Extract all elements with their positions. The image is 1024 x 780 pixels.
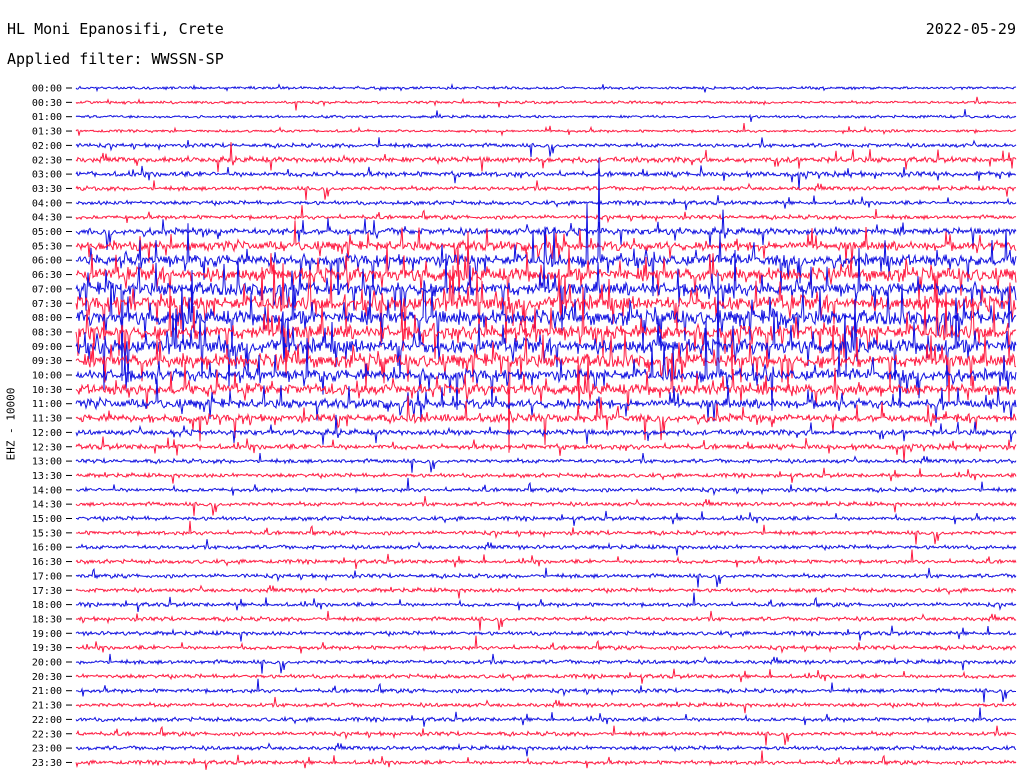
time-label-05:30: 05:30 <box>32 241 62 252</box>
trace-05:30 <box>75 220 1017 264</box>
time-label-18:30: 18:30 <box>32 614 62 625</box>
station-title: HL Moni Epanosifi, Crete <box>7 20 224 38</box>
trace-21:30 <box>75 696 1017 714</box>
time-label-07:30: 07:30 <box>32 299 62 310</box>
time-label-04:00: 04:00 <box>32 198 62 209</box>
trace-04:00 <box>75 195 1017 211</box>
time-label-07:00: 07:00 <box>32 284 62 295</box>
trace-15:30 <box>75 520 1017 545</box>
time-label-21:00: 21:00 <box>32 686 62 697</box>
time-label-05:00: 05:00 <box>32 227 62 238</box>
trace-00:30 <box>75 96 1017 111</box>
time-label-20:30: 20:30 <box>32 672 62 683</box>
time-label-16:00: 16:00 <box>32 543 62 554</box>
time-label-02:30: 02:30 <box>32 155 62 166</box>
trace-22:30 <box>75 725 1017 746</box>
trace-07:30 <box>75 262 1017 348</box>
trace-23:30 <box>75 750 1017 770</box>
trace-11:00 <box>75 378 1017 423</box>
time-label-19:00: 19:00 <box>32 629 62 640</box>
time-label-15:00: 15:00 <box>32 514 62 525</box>
trace-18:30 <box>75 610 1017 631</box>
time-label-06:00: 06:00 <box>32 256 62 267</box>
trace-09:30 <box>75 325 1017 453</box>
time-label-12:30: 12:30 <box>32 442 62 453</box>
time-label-17:30: 17:30 <box>32 586 62 597</box>
time-label-14:30: 14:30 <box>32 500 62 511</box>
time-label-03:00: 03:00 <box>32 170 62 181</box>
time-label-10:00: 10:00 <box>32 371 62 382</box>
trace-05:00 <box>75 209 1017 251</box>
time-label-13:00: 13:00 <box>32 457 62 468</box>
trace-20:30 <box>75 668 1017 684</box>
time-label-09:00: 09:00 <box>32 342 62 353</box>
time-label-11:30: 11:30 <box>32 414 62 425</box>
time-label-20:00: 20:00 <box>32 658 62 669</box>
trace-14:00 <box>75 477 1017 497</box>
trace-12:30 <box>75 436 1017 463</box>
time-label-13:30: 13:30 <box>32 471 62 482</box>
time-label-11:00: 11:00 <box>32 399 62 410</box>
trace-02:00 <box>75 137 1017 158</box>
trace-04:30 <box>75 205 1017 224</box>
time-label-08:00: 08:00 <box>32 313 62 324</box>
time-label-15:30: 15:30 <box>32 528 62 539</box>
time-label-08:30: 08:30 <box>32 327 62 338</box>
trace-03:00 <box>75 165 1017 190</box>
time-label-00:30: 00:30 <box>32 98 62 109</box>
time-label-21:30: 21:30 <box>32 701 62 712</box>
trace-01:00 <box>75 109 1017 123</box>
filter-label: Applied filter: WWSSN-SP <box>7 50 224 68</box>
time-label-03:30: 03:30 <box>32 184 62 195</box>
trace-16:00 <box>75 539 1017 556</box>
trace-09:00 <box>75 298 1017 391</box>
trace-07:00 <box>75 247 1017 381</box>
time-label-17:00: 17:00 <box>32 571 62 582</box>
time-label-09:30: 09:30 <box>32 356 62 367</box>
trace-10:00 <box>75 272 1017 411</box>
trace-22:00 <box>75 707 1017 727</box>
trace-23:00 <box>75 742 1017 757</box>
time-label-22:30: 22:30 <box>32 729 62 740</box>
trace-16:30 <box>75 549 1017 569</box>
trace-01:30 <box>75 122 1017 137</box>
time-label-06:30: 06:30 <box>32 270 62 281</box>
trace-11:30 <box>75 395 1017 446</box>
trace-10:30 <box>75 353 1017 411</box>
trace-17:30 <box>75 584 1017 599</box>
trace-18:00 <box>75 592 1017 612</box>
trace-19:00 <box>75 625 1017 642</box>
time-label-14:00: 14:00 <box>32 485 62 496</box>
time-label-12:00: 12:00 <box>32 428 62 439</box>
time-label-19:30: 19:30 <box>32 643 62 654</box>
trace-03:30 <box>75 180 1016 201</box>
time-label-18:00: 18:00 <box>32 600 62 611</box>
trace-19:30 <box>75 635 1017 654</box>
trace-12:00 <box>75 414 1017 445</box>
trace-13:00 <box>75 452 1017 473</box>
trace-20:00 <box>75 653 1017 674</box>
trace-00:00 <box>75 82 1017 93</box>
time-label-16:30: 16:30 <box>32 557 62 568</box>
seismogram-traces <box>75 82 1017 770</box>
time-tick-labels: 00:00 00:30 01:00 01:30 02:00 02:30 03:00 03:30… <box>32 84 72 769</box>
trace-17:00 <box>75 567 1017 588</box>
trace-02:30 <box>75 142 1017 173</box>
time-label-10:30: 10:30 <box>32 385 62 396</box>
trace-21:00 <box>75 678 1016 703</box>
trace-15:00 <box>76 510 1017 526</box>
time-label-23:30: 23:30 <box>32 758 62 769</box>
time-label-01:30: 01:30 <box>32 127 62 138</box>
time-label-01:00: 01:00 <box>32 112 62 123</box>
date-label: 2022-05-29 <box>925 20 1016 38</box>
trace-13:30 <box>75 467 1017 484</box>
time-label-02:00: 02:00 <box>32 141 62 152</box>
trace-08:30 <box>75 286 1017 379</box>
time-label-22:00: 22:00 <box>32 715 62 726</box>
trace-14:30 <box>75 496 1017 516</box>
time-label-00:00: 00:00 <box>32 84 62 95</box>
time-label-23:00: 23:00 <box>32 744 62 755</box>
time-label-04:30: 04:30 <box>32 213 62 224</box>
